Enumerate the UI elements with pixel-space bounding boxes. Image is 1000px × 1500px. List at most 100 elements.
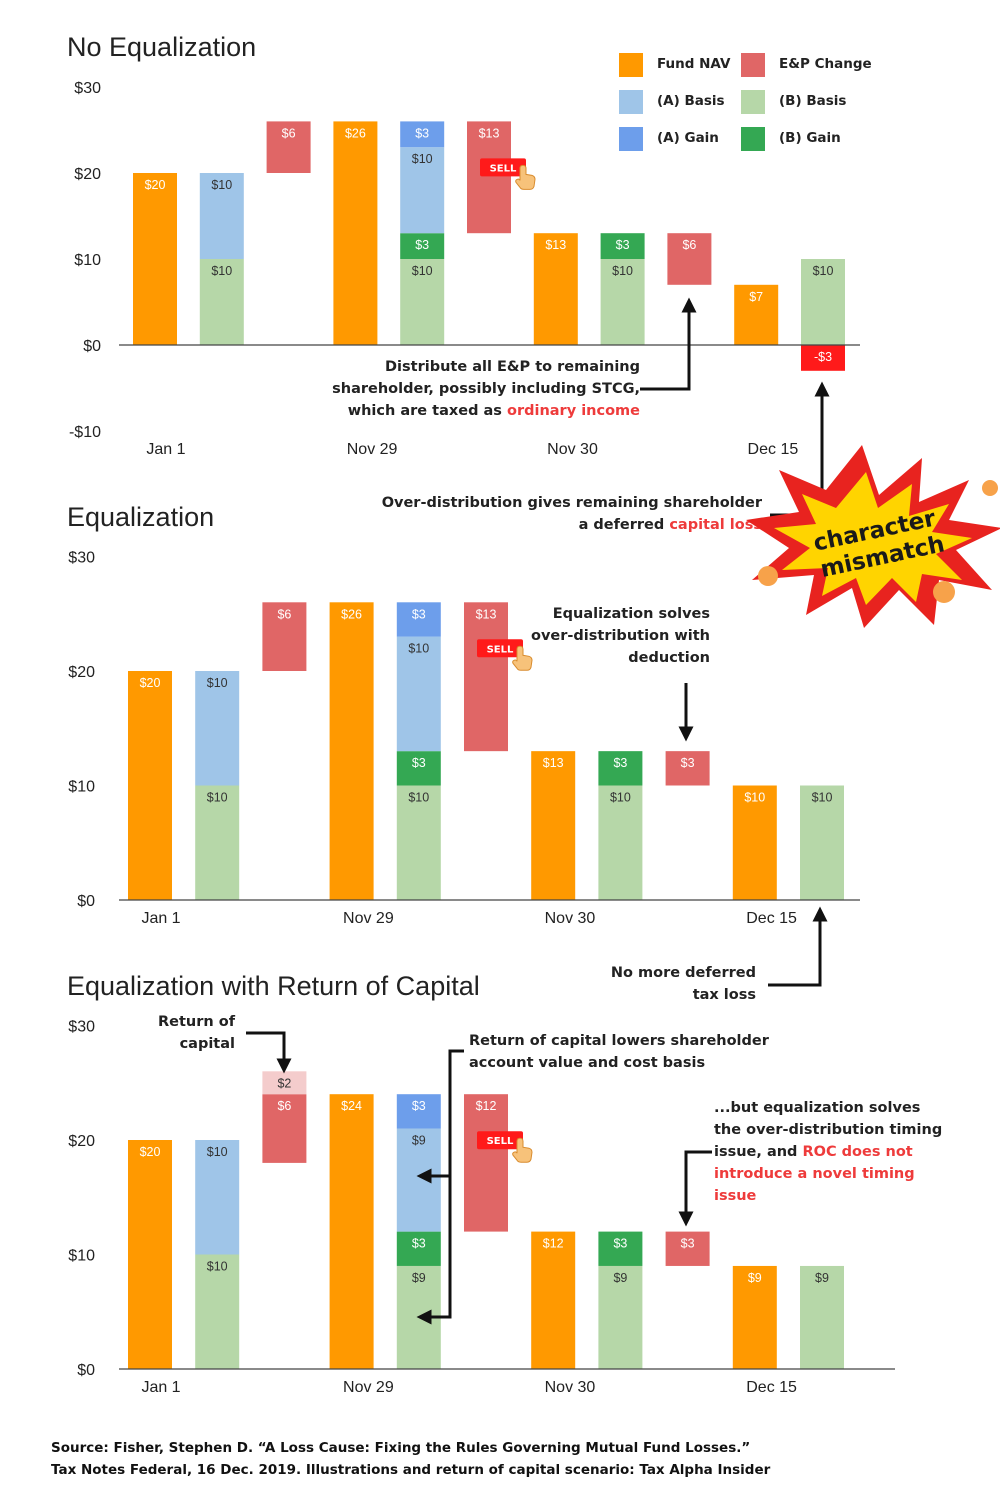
legend-label: E&P Change (779, 56, 872, 72)
annotation-no-deferred-loss: No more deferred tax loss (611, 962, 756, 1006)
bar-data-label: $13 (545, 238, 566, 252)
y-tick-label: $0 (77, 1362, 95, 1379)
bar-segment (396, 636, 441, 752)
chart-title-equalization: Equalization (67, 502, 215, 532)
bar-data-label: $3 (412, 607, 426, 621)
bar-segment (400, 259, 445, 345)
bar-data-label: $10 (744, 791, 765, 805)
bar-segment (396, 751, 441, 786)
bar-data-label: $3 (415, 238, 429, 252)
bar-data-label: $3 (613, 756, 627, 770)
ann7-line3-pre: issue, and (714, 1144, 803, 1160)
bar-data-label: $10 (813, 264, 834, 278)
bar-segment (333, 121, 378, 346)
ann3-line2: over-distribution with (530, 628, 710, 644)
x-tick-label: Nov 29 (347, 441, 398, 458)
legend-label: (A) Basis (657, 93, 725, 109)
bar-segment (598, 1231, 643, 1266)
ann1-line3-red: ordinary income (506, 403, 640, 419)
bar-data-label: $3 (412, 1237, 426, 1251)
burst-inner (774, 472, 972, 605)
bar-data-label: $20 (145, 178, 166, 192)
pointer-hand-icon (512, 1137, 533, 1163)
bar-segment (732, 1265, 777, 1369)
bar-segment (464, 602, 508, 752)
ann1-line3-pre: which are taxed as (347, 403, 507, 419)
ann5-line2: capital (179, 1036, 235, 1052)
bar-data-label: $26 (345, 126, 366, 140)
chart-title-no-equalization: No Equalization (67, 32, 257, 62)
bar-data-label: -$3 (814, 350, 832, 364)
arrow-ann4 (768, 906, 828, 987)
y-tick-label: $30 (68, 1019, 95, 1036)
bar-segment (598, 785, 643, 900)
sell-badge (480, 158, 526, 177)
bar-segment (195, 785, 240, 900)
source-citation: Source: Fisher, Stephen D. “A Loss Cause… (51, 1437, 770, 1481)
bar-data-label: $10 (207, 1260, 228, 1274)
pointer-hand-icon (512, 645, 533, 671)
bar-segment (598, 1265, 643, 1369)
arrow-ann1 (640, 297, 697, 391)
bar-data-label: $10 (211, 178, 232, 192)
ann3-line1: Equalization solves (552, 606, 710, 622)
legend-swatch (741, 90, 765, 114)
bar-data-label: $10 (812, 791, 833, 805)
bar-data-label: $6 (282, 126, 296, 140)
bar-data-label: $3 (415, 126, 429, 140)
y-tick-label: $10 (68, 779, 95, 796)
bar-segment (467, 121, 511, 234)
character-mismatch-burst: character mismatch (746, 445, 1000, 628)
ann7-line3-red: ROC does not (802, 1144, 913, 1160)
bar-data-label: $20 (140, 1145, 161, 1159)
legend-swatch (619, 53, 643, 77)
burst-puff (758, 566, 778, 586)
bar-data-label: $13 (479, 126, 500, 140)
ann6-line2: account value and cost basis (469, 1055, 706, 1071)
ann7-line2: the over-distribution timing (714, 1122, 943, 1138)
ann3-line3: deduction (628, 650, 710, 666)
bar-segment (262, 1094, 307, 1163)
bar-data-label: $10 (207, 1145, 228, 1159)
burst-puff (933, 581, 955, 603)
bar-data-label: $9 (412, 1271, 426, 1285)
ann7-line4: introduce a novel timing (714, 1166, 915, 1182)
ann2-line1: Over-distribution gives remaining shareh… (381, 495, 762, 511)
ann7-line3: issue, and ROC does not (714, 1141, 942, 1163)
bar-data-label: $10 (412, 152, 433, 166)
burst-puff (982, 480, 998, 496)
bar-data-label: $3 (616, 238, 630, 252)
ann1-line3: which are taxed as ordinary income (332, 400, 640, 422)
ann2-line2-pre: a deferred (578, 517, 670, 533)
annotation-over-distribution: Over-distribution gives remaining shareh… (382, 492, 762, 536)
x-tick-label: Jan 1 (146, 441, 185, 458)
sell-badge-label: SELL (487, 644, 514, 655)
x-tick-label: Nov 30 (547, 441, 598, 458)
bar-segment (734, 284, 779, 345)
bar-data-label: $3 (613, 1237, 627, 1251)
x-tick-label: Nov 30 (545, 910, 596, 927)
bar-segment (800, 785, 844, 900)
bar-segment (262, 602, 307, 671)
source-line1: Source: Fisher, Stephen D. “A Loss Cause… (51, 1440, 751, 1456)
sell-badge (477, 639, 523, 658)
ann4-line1: No more deferred (610, 965, 756, 981)
ann1-line2: shareholder, possibly including STCG, (332, 381, 640, 397)
annotation-roc-no-timing-issue: ...but equalization solves the over-dist… (714, 1097, 942, 1207)
arrow-ann5 (246, 1031, 292, 1074)
x-tick-label: Dec 15 (746, 1379, 797, 1396)
bar-segment (464, 1094, 508, 1232)
bar-segment (598, 751, 643, 786)
bar-segment (396, 1094, 441, 1129)
bar-segment (195, 1140, 240, 1255)
legend-label: (A) Gain (657, 130, 719, 146)
bar-segment (199, 259, 244, 345)
bar-data-label: $10 (612, 264, 633, 278)
sell-badge (477, 1131, 523, 1150)
sell-badge-label: SELL (490, 163, 517, 174)
pointer-hand-icon (515, 164, 536, 190)
